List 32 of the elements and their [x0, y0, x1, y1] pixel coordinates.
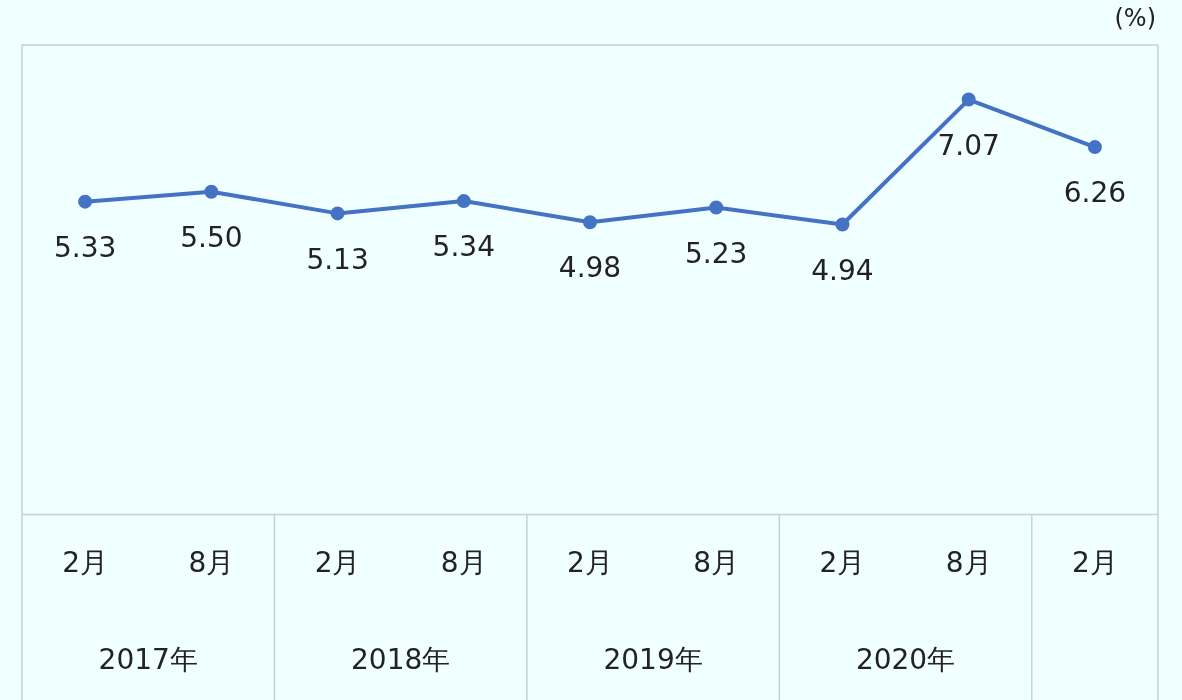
- x-tick-label: 2月: [62, 546, 109, 580]
- point: [456, 194, 471, 209]
- point: [835, 217, 850, 232]
- x-tick-label: 8月: [945, 546, 992, 580]
- data-label: 6.26: [1063, 176, 1127, 210]
- point: [709, 200, 724, 215]
- x-tick-label: 2月: [1071, 546, 1118, 580]
- point: [78, 194, 93, 209]
- point: [204, 184, 219, 199]
- x-tick-label: 2月: [567, 546, 613, 580]
- data-label: 5.50: [180, 220, 243, 254]
- data-label: 7.07: [937, 128, 1000, 162]
- data-label: 5.23: [685, 236, 748, 270]
- point: [1087, 140, 1102, 155]
- text: 2018年: [351, 643, 451, 677]
- x-tick-label: 2月: [819, 546, 866, 580]
- x-tick-label: 8月: [693, 546, 740, 580]
- point: [961, 92, 976, 107]
- data-label: 4.98: [558, 251, 622, 285]
- text: 2017年: [98, 643, 198, 677]
- data-label: 5.13: [306, 242, 369, 276]
- data-label: 4.94: [811, 253, 874, 287]
- x-tick-label: 8月: [440, 546, 487, 580]
- text: 2019年: [603, 643, 703, 677]
- data-label: 5.33: [53, 230, 117, 264]
- x-tick-label: 8月: [188, 546, 235, 580]
- x-tick-label: 2月: [314, 546, 361, 580]
- point: [330, 206, 345, 221]
- data-label: 5.34: [432, 230, 495, 264]
- point: [583, 215, 597, 230]
- text: 2020年: [855, 643, 956, 677]
- y-axis-title: (%): [1114, 4, 1156, 33]
